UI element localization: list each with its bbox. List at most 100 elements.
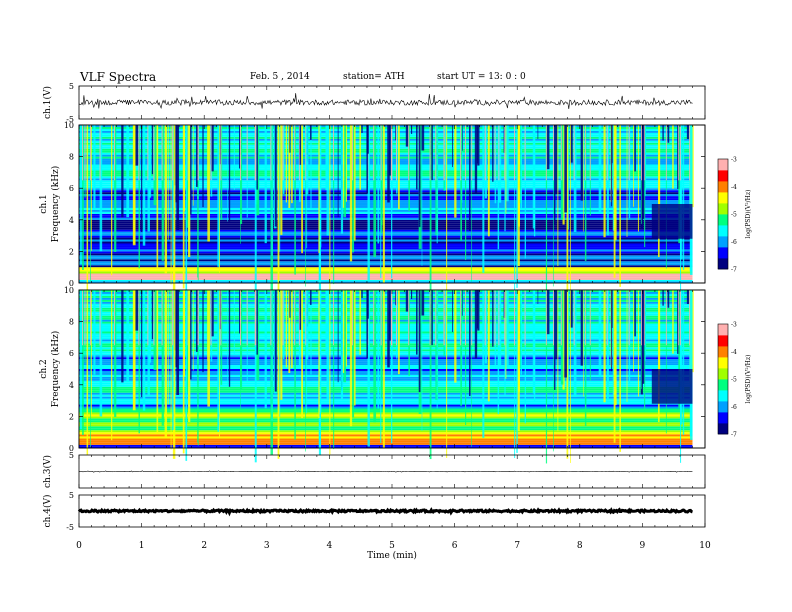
spectrogram-event (310, 125, 312, 140)
spectrogram-event (219, 125, 220, 273)
spectrogram-event (246, 290, 248, 346)
spectrogram-event (641, 290, 643, 346)
spectrogram-event (443, 125, 445, 181)
spectrogram-event (504, 290, 506, 346)
ch3-waveform-panel: 5 ch.3(V) (42, 451, 706, 489)
spectrogram-band (79, 376, 693, 379)
colorbar-cell (718, 178, 728, 182)
spectrogram-band (79, 146, 693, 149)
y-tick-label: 8 (69, 153, 74, 162)
spectrogram-band (79, 392, 693, 395)
spectrogram-event (228, 125, 231, 222)
spectrogram-band (79, 130, 693, 133)
spectrogram-event (126, 125, 130, 218)
spectrogram-event (207, 125, 210, 242)
spectrogram-event (672, 290, 674, 354)
spectrogram-band (79, 207, 693, 210)
spectrogram-band (79, 293, 693, 296)
spectrogram-event (254, 125, 257, 298)
spectrogram-event (135, 290, 139, 331)
spectrogram-event (421, 125, 423, 266)
spectrogram-band (79, 303, 693, 306)
colorbar-cell (718, 244, 728, 248)
spectrogram-event (691, 290, 694, 373)
spectrogram-event (514, 290, 516, 459)
spectrogram-event (240, 290, 241, 346)
spectrogram-event (291, 125, 293, 204)
spectrogram-band (79, 382, 693, 385)
spectrogram-event (398, 125, 400, 210)
spectrogram-event (352, 125, 355, 253)
spectrogram-event (305, 290, 307, 346)
spectrogram-event (387, 290, 390, 368)
spectrogram-event (443, 290, 445, 346)
spectrogram-band (79, 166, 693, 169)
spectrogram-band (79, 259, 693, 262)
colorbar-label: log(PSD)(V²/Hz) (745, 190, 752, 239)
spectrogram-band (79, 406, 693, 409)
spectrogram-band (79, 215, 693, 218)
colorbar-cell (718, 346, 728, 350)
spectrogram-band (79, 370, 693, 373)
colorbar-tick-label: -4 (731, 349, 737, 356)
spectrogram-event (471, 290, 473, 346)
spectrogram-event (516, 290, 518, 453)
colorbar-cell (718, 384, 728, 388)
spectrogram-band (79, 426, 693, 429)
spectrogram-event (133, 125, 135, 244)
colorbar-cell (718, 381, 728, 385)
spectrogram-event (90, 290, 91, 346)
spectrogram-event (289, 290, 291, 318)
spectrogram-band (79, 152, 693, 155)
spectrogram-event (532, 290, 536, 394)
spectrogram-event (418, 125, 421, 228)
spectrogram-event (176, 290, 180, 396)
spectrogram-patch (651, 369, 693, 404)
spectrogram-event (391, 125, 393, 181)
x-tick-label: 10 (699, 541, 711, 551)
spectrogram-event (520, 290, 522, 375)
colorbar-cell (718, 351, 728, 355)
spectrogram-event (366, 125, 368, 194)
spectrogram-event (469, 290, 471, 397)
spectrogram-band (79, 359, 693, 362)
spectrogram-event (562, 125, 565, 225)
spectrogram-event (678, 290, 680, 346)
spectrogram-event (498, 290, 502, 368)
spectrogram-band (79, 221, 693, 224)
spectrogram-event (429, 290, 431, 346)
spectrogram-band (79, 192, 693, 195)
spectrogram-event (619, 290, 621, 452)
spectrogram-band (79, 355, 693, 358)
spectrogram-band (79, 446, 693, 448)
spectrogram-event (172, 125, 176, 294)
spectrogram-event (391, 290, 392, 346)
spectrogram-event (665, 125, 667, 269)
spectrogram-event (172, 125, 174, 266)
spectrogram-band (79, 263, 693, 266)
spectrogram-band (79, 400, 693, 403)
spectrogram-event (373, 125, 377, 258)
spectrogram-event (148, 290, 152, 363)
spectrogram-event (545, 290, 547, 346)
spectrogram-event (408, 290, 410, 346)
spectrogram-event (611, 290, 613, 372)
spectrogram-event (465, 290, 467, 426)
spectrogram-event (644, 290, 646, 413)
spectrogram-event (516, 125, 518, 288)
spectrogram-event (391, 125, 392, 181)
spectrogram-event (471, 290, 473, 447)
spectrogram-event (82, 290, 84, 435)
spectrogram-band (79, 398, 693, 401)
spectrogram-event (377, 125, 380, 244)
spectrogram-event (682, 290, 685, 435)
spectrogram-event (484, 125, 487, 199)
spectrogram-event (471, 125, 473, 282)
spectrogram-event (566, 125, 569, 294)
spectrogram-event (421, 290, 423, 431)
spectrogram-event (584, 125, 587, 261)
colorbar-cell (718, 376, 728, 380)
spectrogram-event (689, 125, 691, 181)
spectrogram-event (679, 125, 683, 260)
spectrogram-event (444, 290, 447, 356)
